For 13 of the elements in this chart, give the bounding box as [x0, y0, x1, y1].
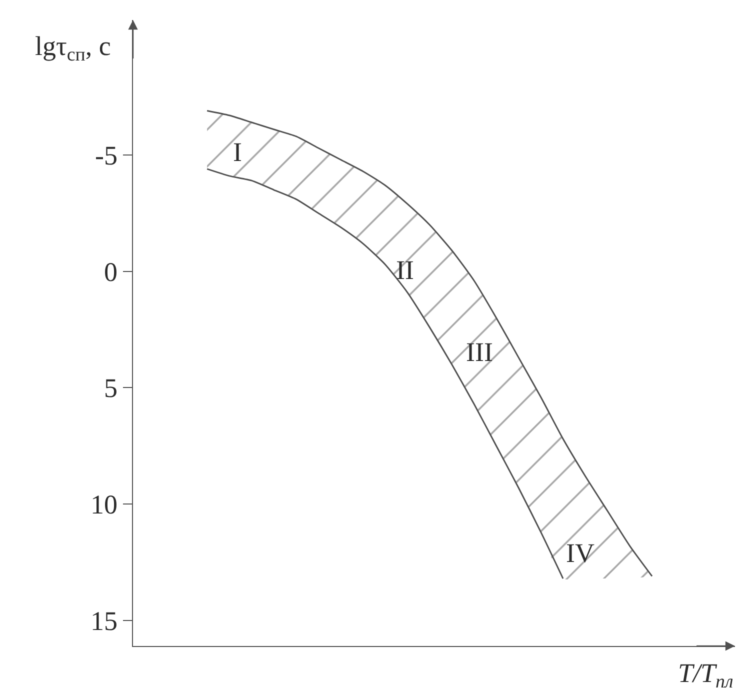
- annotation: I: [233, 137, 242, 167]
- y-axis-title: lgτ$_{сп}$, с: [35, 31, 111, 66]
- line-series: [206, 110, 653, 577]
- y-tick-label: 15: [90, 606, 118, 636]
- y-tick-label: 10: [90, 489, 118, 520]
- y-tick-label: 5: [104, 373, 118, 404]
- y-tick-label: 0: [104, 256, 118, 287]
- line-series: [206, 168, 564, 580]
- annotation: III: [466, 337, 493, 367]
- annotation: IV: [566, 538, 595, 568]
- x-axis-title: T/T$_{пл}$: [678, 658, 734, 690]
- y-tick-label: -5: [95, 140, 118, 170]
- annotation: II: [396, 255, 414, 285]
